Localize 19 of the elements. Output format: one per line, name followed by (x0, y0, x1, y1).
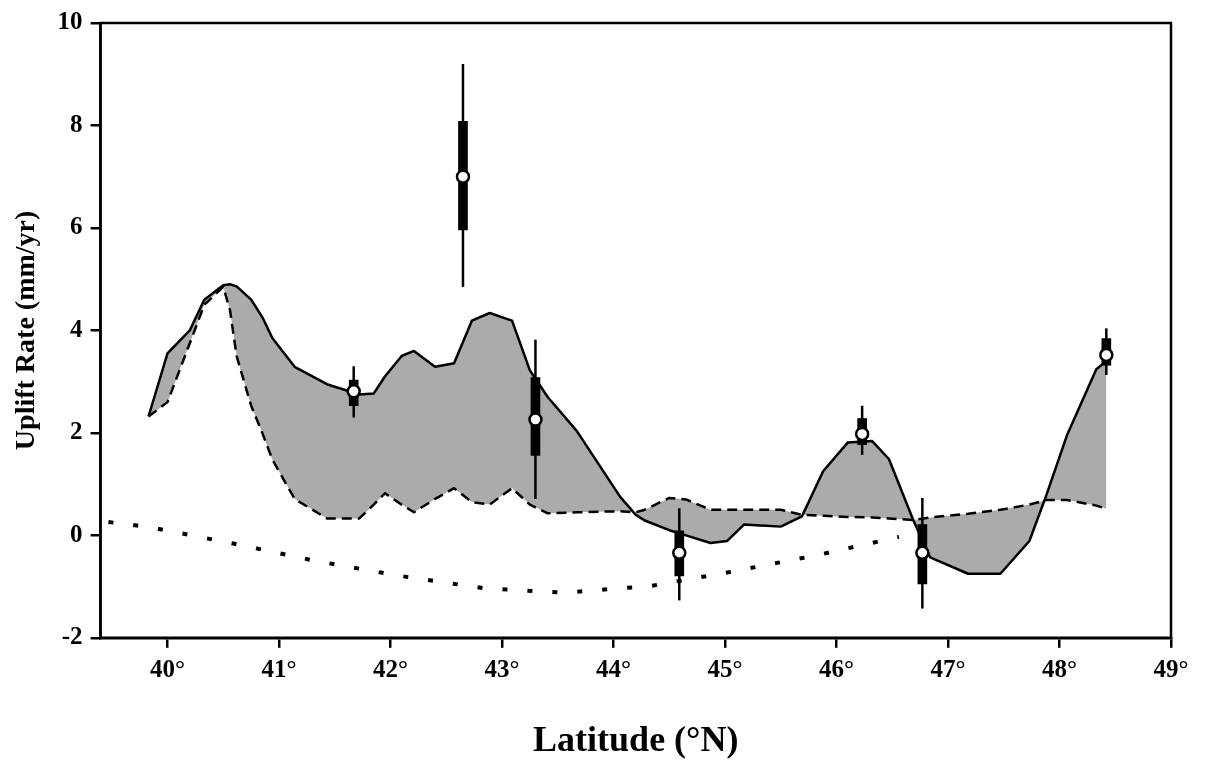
y-tick-label: 4 (70, 314, 84, 342)
x-tick-label: 46° (819, 655, 854, 683)
y-tick-label: 2 (70, 417, 83, 445)
x-tick-label: 43° (484, 655, 520, 683)
x-tick-label: 49° (1153, 655, 1189, 683)
x-tick-label: 41° (261, 655, 297, 683)
x-tick-label: 42° (373, 655, 408, 683)
y-axis-title: Uplift Rate (mm/yr) (9, 210, 41, 451)
y-tick-label: 0 (70, 519, 83, 547)
x-tick-label: 45° (707, 655, 743, 683)
x-tick-label: 44° (596, 655, 631, 683)
y-tick-label: 6 (70, 212, 83, 240)
x-tick-label: 48° (1042, 655, 1077, 683)
x-tick-label: 47° (930, 655, 966, 683)
y-tick-label: -2 (61, 622, 83, 650)
x-axis-title: Latitude (°N) (533, 718, 739, 759)
x-tick-label: 40° (150, 655, 185, 683)
y-tick-label: 8 (70, 109, 83, 137)
y-tick-label: 10 (57, 7, 83, 35)
